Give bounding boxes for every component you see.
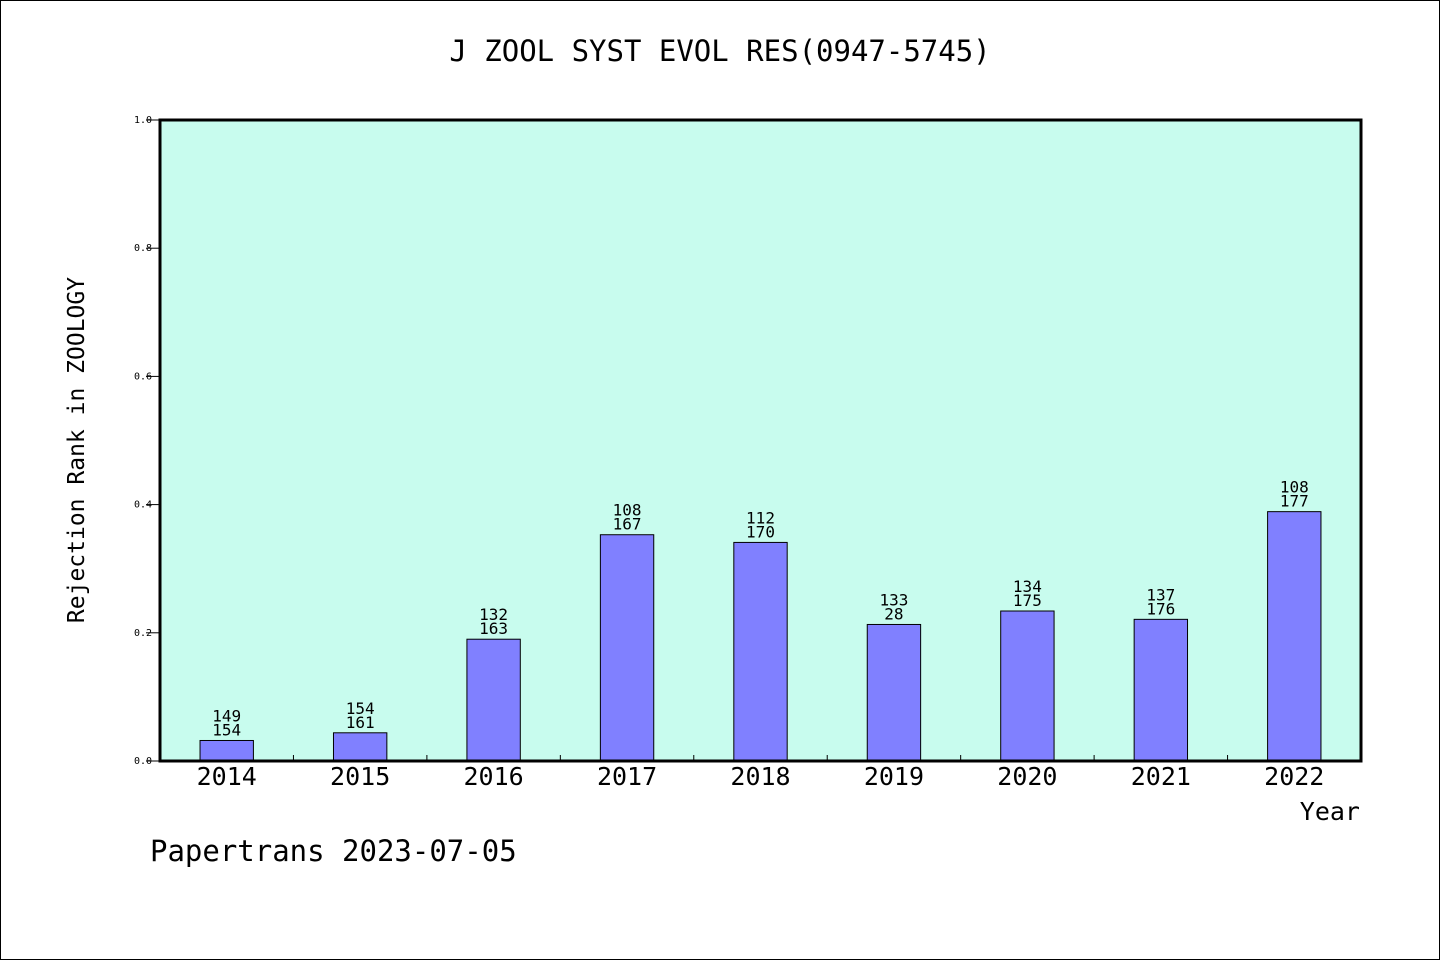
- bar-label-bottom: 154: [212, 720, 241, 739]
- x-tick-label: 2018: [730, 762, 790, 791]
- bar-label-top: 132: [479, 605, 508, 624]
- bar-2020: [1000, 610, 1055, 762]
- bar-2014: [199, 739, 254, 762]
- y-tick-label: 0.4: [134, 500, 152, 511]
- x-tick-label: 2021: [1131, 762, 1191, 791]
- bar-label-bottom: 28: [884, 604, 903, 623]
- x-tick-label: 2016: [464, 762, 524, 791]
- x-tick-label: 2020: [997, 762, 1057, 791]
- bar-label-bottom: 176: [1146, 599, 1175, 618]
- bar-label-top: 134: [1013, 577, 1042, 596]
- bar-label-top: 112: [746, 508, 775, 527]
- bar-2016: [466, 638, 521, 762]
- x-tick-label: 2015: [330, 762, 390, 791]
- bar-2019: [866, 623, 922, 762]
- x-tick-label: 2022: [1264, 762, 1324, 791]
- bar-label-top: 154: [346, 699, 375, 718]
- chart-title: J ZOOL SYST EVOL RES(0947-5745): [449, 34, 991, 68]
- bar-2017: [599, 534, 655, 762]
- x-tick-label: 2017: [597, 762, 657, 791]
- y-tick-label: 0.6: [134, 371, 152, 382]
- bar-2021: [1133, 618, 1189, 762]
- y-tick-label: 0.2: [134, 628, 152, 639]
- bar-label-bottom: 167: [613, 515, 642, 534]
- bar-label-top: 137: [1146, 585, 1175, 604]
- bar-label-top: 108: [613, 501, 642, 520]
- bar-2018: [733, 541, 788, 762]
- bar-2015: [332, 732, 388, 762]
- x-axis-label: Year: [1300, 797, 1360, 826]
- plot-border: [158, 118, 1363, 763]
- bar-label-top: 108: [1280, 478, 1309, 497]
- y-axis-label: Rejection Rank in ZOOLOGY: [64, 277, 90, 623]
- bar-label-bottom: 161: [346, 713, 375, 732]
- bar-label-bottom: 175: [1013, 591, 1042, 610]
- bar-label-bottom: 177: [1280, 492, 1309, 511]
- y-tick-label: 0.0: [134, 756, 152, 767]
- x-tick-label: 2014: [197, 762, 257, 791]
- y-tick-label: 0.8: [134, 243, 152, 254]
- bar-label-top: 149: [212, 706, 241, 725]
- bar-label-bottom: 170: [746, 522, 775, 541]
- y-tick-label: 1.0: [134, 115, 152, 126]
- bar-label-top: 133: [879, 590, 908, 609]
- footer-caption: Papertrans 2023-07-05: [150, 834, 517, 868]
- x-tick-label: 2019: [864, 762, 924, 791]
- bar-2022: [1267, 511, 1322, 762]
- bar-label-bottom: 163: [479, 619, 508, 638]
